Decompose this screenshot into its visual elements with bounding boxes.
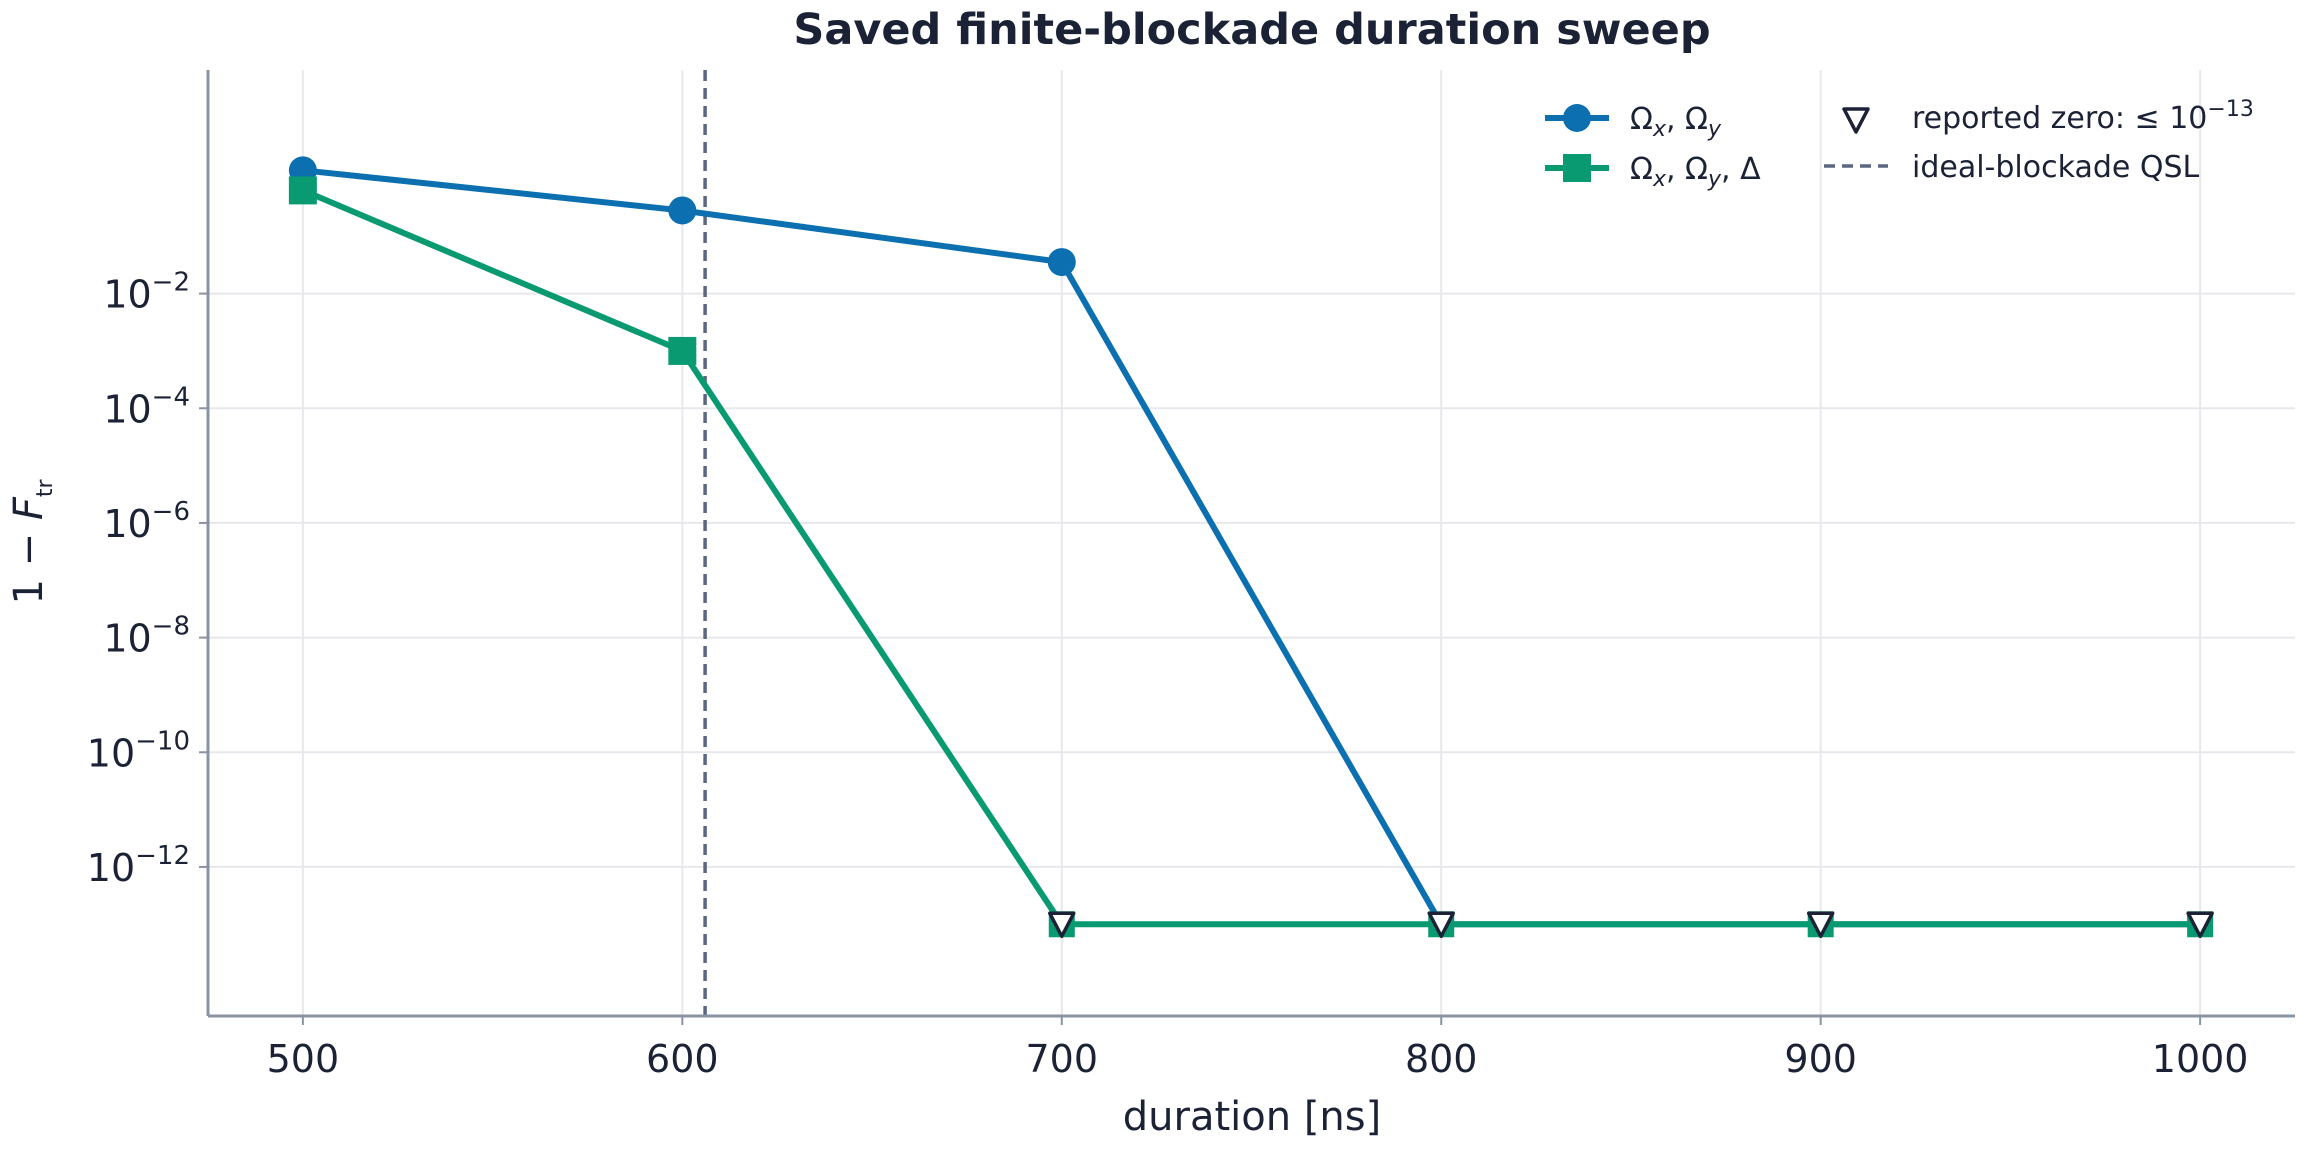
reported-zero-marker [2186,911,2214,939]
grid [208,70,2295,1016]
legend: Ωx, Ωy Ωx, Ωy, Δ reported zero: ≤ 10−13 ide… [1545,97,2254,192]
y-label-prefix: 1 − [6,520,52,604]
legend-label-zero: reported zero: ≤ 10−13 [1912,97,2254,136]
y-tick-label: 10−4 [103,382,190,431]
x-tick-label: 1000 [2152,1037,2249,1081]
legend-label-ref: ideal-blockade QSL [1912,150,2200,185]
x-tick-label: 500 [267,1037,340,1081]
data-point-square [288,176,317,205]
x-tick-label: 900 [1784,1037,1857,1081]
reported-zero-marker [1806,911,1835,939]
svg-text:1 − Ftr: 1 − Ftr [6,478,58,604]
legend-label-1: Ωx, Ωy [1630,102,1722,142]
data-point-circle [1047,248,1076,277]
y-tick-label: 10−10 [87,726,190,775]
x-tick-label: 600 [646,1037,719,1081]
y-tick-label: 10−6 [103,497,190,546]
y-axis-label: 1 − Ftr [6,478,58,604]
series-line-2 [299,187,2204,928]
x-axis-label: duration [ns] [1123,1094,1381,1140]
marker-layer [288,156,2214,939]
y-tick-label: 10−2 [103,268,190,317]
x-tick-label: 800 [1405,1037,1478,1081]
y-tick-label: 10−8 [103,612,190,661]
data-point-square [668,336,697,365]
y-label-subscript: tr [33,478,58,497]
reported-zero-marker [1048,911,1076,939]
series-layer [299,167,2204,928]
x-tick-label: 700 [1026,1037,1099,1081]
legend-marker-2 [1563,154,1591,182]
legend-label-2: Ωx, Ωy, Δ [1630,152,1761,192]
legend-marker-1 [1563,104,1591,132]
x-ticks: 500 600 700 800 900 1000 [267,1016,2249,1081]
y-ticks: 10−12 10−10 10−8 10−6 10−4 10−2 [87,268,208,890]
reported-zero-marker [1427,911,1455,939]
legend-marker-zero [1842,107,1870,134]
series-line-1 [299,167,2204,928]
y-tick-label: 10−12 [87,841,190,890]
y-label-symbol: F [6,496,52,520]
data-point-circle [668,196,697,225]
chart-title: Saved finite-blockade duration sweep [793,5,1710,55]
